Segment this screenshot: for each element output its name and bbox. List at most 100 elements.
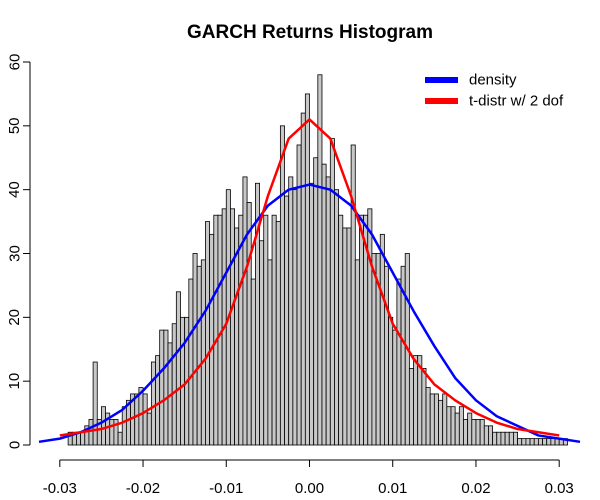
x-tick-label: -0.02 xyxy=(126,480,160,497)
histogram-bar xyxy=(267,259,273,446)
histogram-bar xyxy=(163,329,169,446)
y-tick-label: 20 xyxy=(6,309,23,326)
histogram-bar xyxy=(175,291,181,446)
histogram-bar xyxy=(101,406,106,446)
histogram-bar xyxy=(492,431,498,446)
x-tick-label: -0.01 xyxy=(209,480,243,497)
histogram-bar xyxy=(263,214,269,446)
histogram-bar xyxy=(471,419,477,446)
histogram-bar xyxy=(500,431,506,446)
histogram-bar xyxy=(446,406,452,446)
histogram-bar xyxy=(384,265,389,446)
histogram-bar xyxy=(309,182,315,446)
histogram-bar xyxy=(504,431,510,446)
histogram-bar xyxy=(205,221,211,446)
histogram-bar xyxy=(359,214,365,446)
histogram-bar xyxy=(467,412,473,446)
histogram-bar xyxy=(146,412,152,446)
histogram-bar xyxy=(196,265,202,446)
histogram-bar xyxy=(529,438,535,446)
histogram-bar xyxy=(200,259,206,446)
histogram-bar xyxy=(259,240,265,446)
legend-label: t-distr w/ 2 dof xyxy=(469,93,564,110)
y-axis: 0 10 20 30 40 50 60 xyxy=(6,54,31,449)
histogram-bar xyxy=(508,431,514,446)
histogram-bar xyxy=(109,419,115,446)
histogram-bar xyxy=(321,163,327,446)
histogram-bar xyxy=(304,93,310,446)
histogram-bar xyxy=(421,367,427,446)
histogram-bar xyxy=(350,144,356,446)
histogram-bar xyxy=(300,112,306,446)
histogram-bar xyxy=(88,419,94,446)
histogram-bar xyxy=(342,227,348,446)
histogram-bar xyxy=(475,419,481,446)
histogram-bar xyxy=(396,278,402,446)
histogram-bar xyxy=(155,355,161,446)
y-tick-label: 30 xyxy=(6,245,23,262)
histogram-bar xyxy=(134,393,140,446)
histogram-bar xyxy=(121,406,127,446)
histogram-bar xyxy=(513,431,518,446)
histogram-bar xyxy=(209,233,215,446)
histogram-bar xyxy=(354,259,360,446)
x-tick-label: 0.03 xyxy=(545,480,574,497)
histogram-bar xyxy=(433,393,439,446)
histogram-bar xyxy=(192,253,198,446)
histogram-bar xyxy=(458,406,464,446)
histogram-bar xyxy=(213,214,219,446)
histogram-bar xyxy=(517,438,523,446)
x-axis: -0.03 -0.02 -0.01 0.00 0.01 0.02 0.03 xyxy=(43,459,574,497)
histogram-bar xyxy=(542,438,548,446)
y-tick-label: 10 xyxy=(6,373,23,390)
histogram-bar xyxy=(150,361,156,446)
histogram-bar xyxy=(338,214,344,446)
legend-label: density xyxy=(469,72,517,89)
histogram-bar xyxy=(234,227,240,446)
histogram-bar xyxy=(438,399,444,446)
x-tick-label: -0.03 xyxy=(43,480,77,497)
histogram-bar xyxy=(171,323,177,446)
histogram-bar xyxy=(142,393,148,446)
histogram-bar xyxy=(188,278,194,446)
histogram-bar xyxy=(521,438,527,446)
x-tick-label: 0.02 xyxy=(461,480,490,497)
histogram-bar xyxy=(429,393,435,446)
histogram-bar xyxy=(279,125,285,446)
histogram-bar xyxy=(525,438,531,446)
histogram-bar xyxy=(329,138,335,446)
density-curve xyxy=(38,183,581,444)
histogram-bar xyxy=(271,214,277,446)
legend: density t-distr w/ 2 dof xyxy=(425,72,564,110)
histogram-bar xyxy=(408,367,414,446)
histogram-bar xyxy=(550,438,556,446)
histogram-bar xyxy=(242,176,248,446)
histogram-bar xyxy=(450,406,456,446)
histogram-bar xyxy=(334,189,340,446)
histogram-bar xyxy=(425,387,431,446)
x-tick-label: 0.01 xyxy=(378,480,407,497)
histogram-bar xyxy=(92,361,98,446)
histogram-bar xyxy=(117,431,123,446)
histogram-bar xyxy=(496,431,502,446)
histogram-bar xyxy=(463,419,469,446)
histogram-bar xyxy=(533,438,539,446)
histogram-bar xyxy=(483,425,489,446)
histogram-bar xyxy=(454,412,460,446)
histogram-bar xyxy=(392,329,398,446)
y-tick-label: 0 xyxy=(6,441,23,449)
histogram-bar xyxy=(346,227,352,446)
histogram-bar xyxy=(325,176,331,446)
histogram-bar xyxy=(479,419,485,446)
chart-title: GARCH Returns Histogram xyxy=(187,22,433,43)
histogram-bar xyxy=(246,202,252,446)
histogram-bar xyxy=(367,208,373,446)
histogram-bar xyxy=(138,387,144,446)
density-curves xyxy=(38,118,581,444)
y-tick-label: 50 xyxy=(6,117,23,134)
histogram-bar xyxy=(296,144,302,446)
histogram-bar xyxy=(537,438,543,446)
histogram-bar xyxy=(180,316,186,446)
histogram-bar xyxy=(80,431,86,446)
